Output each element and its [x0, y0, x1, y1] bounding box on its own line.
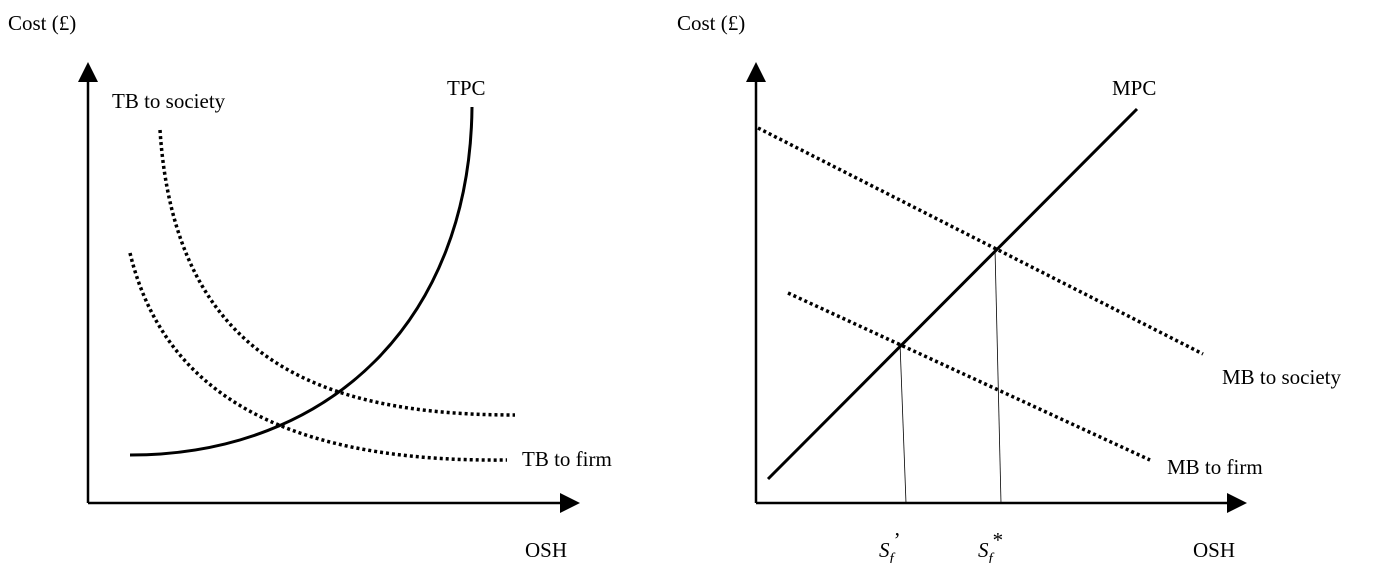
tpc-curve	[129, 106, 474, 457]
s-star-sup: *	[993, 528, 1004, 552]
s-star-base: S	[978, 538, 989, 562]
s-prime-base: S	[879, 538, 890, 562]
mb-firm-label: MB to firm	[1167, 455, 1263, 479]
tpc-label: TPC	[447, 76, 486, 100]
tb-firm-label: TB to firm	[522, 447, 612, 471]
tb-society-curve	[158, 129, 516, 417]
s-prime-sub: f	[890, 551, 896, 563]
mb-society-line	[757, 126, 1204, 356]
left-x-axis-label: OSH	[525, 538, 567, 562]
left-diagram: Cost (£) OSH TPC TB to society TB to fir…	[8, 11, 612, 562]
s-star-sub: f	[989, 551, 995, 563]
mpc-line	[766, 107, 1139, 481]
s-star-dropline	[994, 248, 1002, 504]
s-star-label: Sf*	[978, 528, 1003, 563]
mb-society-label: MB to society	[1222, 365, 1341, 389]
right-diagram: Cost (£) OSH MPC MB to society MB to fir…	[677, 11, 1341, 567]
right-x-axis-label: OSH	[1193, 538, 1235, 562]
left-y-axis-label: Cost (£)	[8, 11, 76, 35]
s-prime-label: Sf’	[879, 528, 901, 563]
tb-society-label: TB to society	[112, 89, 226, 113]
right-y-axis-label: Cost (£)	[677, 11, 745, 35]
s-prime-sup: ’	[894, 528, 901, 552]
mpc-label: MPC	[1112, 76, 1156, 100]
s-prime-dropline	[899, 342, 907, 504]
mb-firm-line	[787, 291, 1151, 462]
tb-firm-curve	[128, 252, 508, 462]
